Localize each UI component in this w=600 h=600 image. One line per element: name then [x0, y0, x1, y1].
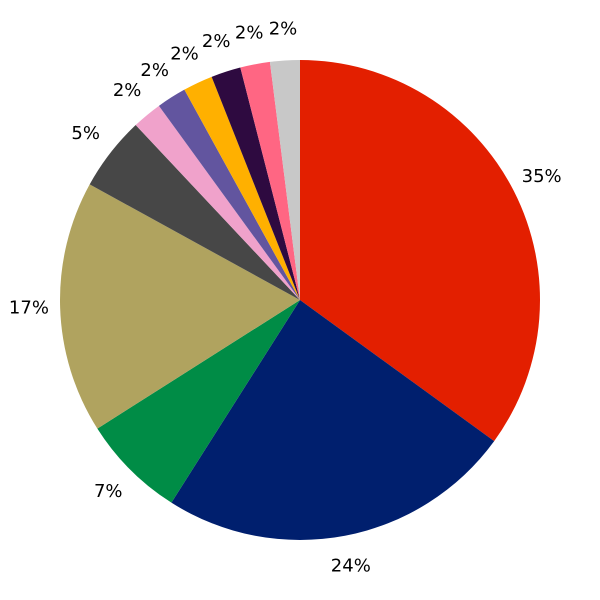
slice-label: 2% — [202, 31, 231, 52]
slice-label: 2% — [170, 44, 199, 65]
slice-label: 2% — [113, 80, 142, 101]
slice-label: 2% — [269, 18, 298, 39]
pie-slice — [240, 61, 300, 300]
pie-slice — [184, 76, 300, 301]
slice-label: 17% — [9, 298, 49, 319]
pie-slice — [300, 60, 541, 442]
pie-slice — [135, 105, 300, 300]
slice-label: 5% — [71, 123, 100, 144]
pie-slice — [211, 67, 300, 300]
slice-label: 2% — [235, 23, 264, 44]
slice-label: 7% — [94, 481, 123, 502]
slice-label: 24% — [331, 555, 371, 576]
pie-slice — [171, 300, 495, 540]
pie-slice — [60, 184, 301, 429]
slice-label: 35% — [522, 166, 562, 187]
pie-slice — [158, 89, 300, 300]
slice-label: 2% — [140, 60, 169, 81]
pie-slice — [89, 125, 300, 300]
pie-slice — [97, 300, 300, 503]
pie-slice — [269, 60, 300, 300]
